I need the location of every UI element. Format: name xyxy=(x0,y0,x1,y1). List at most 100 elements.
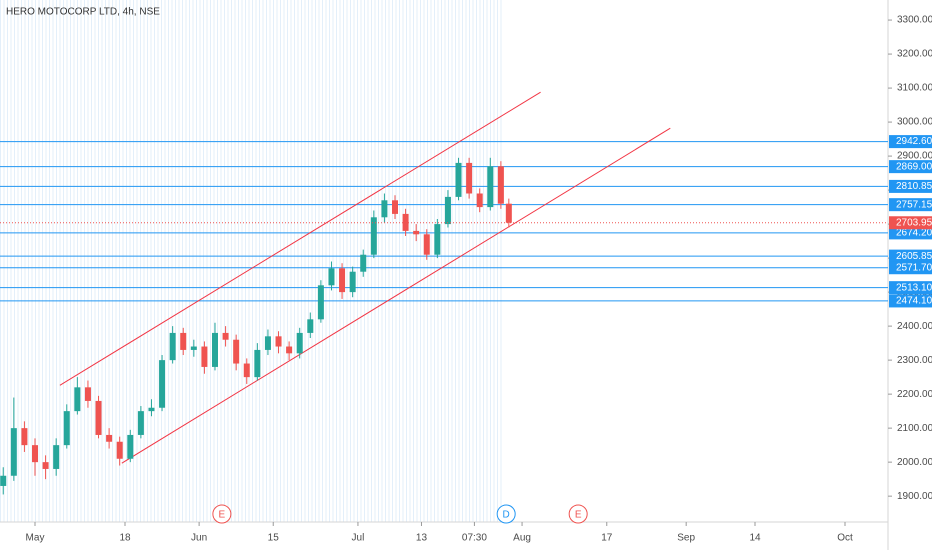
chart-title: HERO MOTOCORP LTD, 4h, NSE xyxy=(6,7,160,18)
candle-body xyxy=(476,193,483,208)
level-label: 2869.00 xyxy=(896,161,932,172)
candle-body xyxy=(169,332,176,361)
candle-body xyxy=(264,336,271,350)
candle-body xyxy=(42,462,49,469)
candle-body xyxy=(137,411,144,435)
candle-body xyxy=(254,349,261,378)
last-price-box xyxy=(889,216,932,230)
level-label-box xyxy=(889,135,932,149)
candle-body xyxy=(328,268,335,286)
candle-body xyxy=(434,224,441,255)
x-tick-label: Aug xyxy=(513,533,531,544)
candle-body xyxy=(286,346,293,354)
y-tick-label: 2900.00 xyxy=(897,151,932,162)
last-price-label: 2703.95 xyxy=(896,217,932,228)
x-tick-label: 15 xyxy=(268,533,280,544)
candle-body xyxy=(84,387,91,401)
candle-body xyxy=(180,332,187,350)
level-label-box xyxy=(889,198,932,212)
x-tick-label: May xyxy=(26,533,45,544)
y-tick-label: 2100.00 xyxy=(897,423,932,434)
candle-body xyxy=(413,230,420,235)
candle-body xyxy=(339,268,346,293)
x-tick-label: 07:30 xyxy=(462,533,487,544)
level-label-box xyxy=(889,226,932,240)
event-label: E xyxy=(219,510,226,521)
candle-body xyxy=(10,428,17,476)
candle-body xyxy=(190,346,197,350)
candle-body xyxy=(243,363,250,378)
candle-body xyxy=(444,196,451,225)
x-tick-label: 17 xyxy=(601,533,613,544)
candle-body xyxy=(455,162,462,197)
candle-body xyxy=(95,400,102,435)
y-tick-label: 3200.00 xyxy=(897,49,932,60)
x-tick-label: 14 xyxy=(749,533,761,544)
event-marker xyxy=(496,504,516,524)
candle-body xyxy=(381,200,388,218)
candle-body xyxy=(21,428,28,446)
candle-body xyxy=(212,332,218,367)
y-tick-label: 2000.00 xyxy=(897,457,932,468)
level-label: 2757.15 xyxy=(896,199,932,210)
candle-body xyxy=(201,346,208,367)
level-label: 2571.70 xyxy=(896,262,932,273)
level-label: 2605.85 xyxy=(896,251,932,262)
event-marker xyxy=(212,504,232,524)
session-shading xyxy=(0,0,503,522)
candle-body xyxy=(127,434,134,459)
candle-body xyxy=(222,332,229,340)
candle-body xyxy=(106,434,113,442)
level-label-box xyxy=(889,179,932,193)
level-label-box xyxy=(889,261,932,275)
candle-body xyxy=(296,332,303,354)
y-tick-label: 1900.00 xyxy=(897,491,932,502)
candle-body xyxy=(0,475,7,486)
candle-body xyxy=(32,445,38,463)
x-tick-label: Jul xyxy=(352,533,365,544)
y-tick-label: 2300.00 xyxy=(897,355,932,366)
x-tick-label: Jun xyxy=(191,533,207,544)
candle-body xyxy=(116,441,123,459)
candle-body xyxy=(159,360,166,408)
event-marker xyxy=(568,504,588,524)
y-tick-label: 2200.00 xyxy=(897,389,932,400)
candle-body xyxy=(275,336,282,347)
candle-body xyxy=(497,166,504,204)
x-tick-label: Sep xyxy=(677,533,695,544)
x-tick-label: 18 xyxy=(119,533,131,544)
candle-body xyxy=(487,166,494,208)
level-label-box xyxy=(889,281,932,295)
candle-body xyxy=(370,217,377,255)
candle-body xyxy=(307,319,314,333)
level-label-box xyxy=(889,294,932,308)
x-tick-label: Oct xyxy=(837,533,853,544)
x-tick-label: 13 xyxy=(416,533,428,544)
level-label-box xyxy=(889,249,932,263)
candle-body xyxy=(317,285,324,320)
level-label: 2474.10 xyxy=(896,296,932,307)
candle-body xyxy=(392,200,398,214)
event-label: D xyxy=(503,510,510,521)
candle-body xyxy=(53,445,60,469)
y-tick-label: 3000.00 xyxy=(897,117,932,128)
y-tick-label: 2400.00 xyxy=(897,321,932,332)
trendline xyxy=(121,127,671,464)
candle-body xyxy=(233,339,240,364)
level-label-box xyxy=(889,160,932,174)
candle-body xyxy=(423,234,430,255)
level-label: 2513.10 xyxy=(896,282,932,293)
level-label: 2674.20 xyxy=(896,228,932,239)
y-tick-label: 3300.00 xyxy=(897,15,932,26)
candle-body xyxy=(505,203,512,223)
level-label: 2810.85 xyxy=(896,181,932,192)
trendline xyxy=(59,91,541,386)
level-label: 2942.60 xyxy=(896,136,932,147)
candle-body xyxy=(63,411,70,446)
candle-body xyxy=(148,407,155,412)
candle-body xyxy=(349,271,356,293)
candle-body xyxy=(466,162,473,194)
candle-body xyxy=(360,254,367,272)
event-label: E xyxy=(575,510,582,521)
